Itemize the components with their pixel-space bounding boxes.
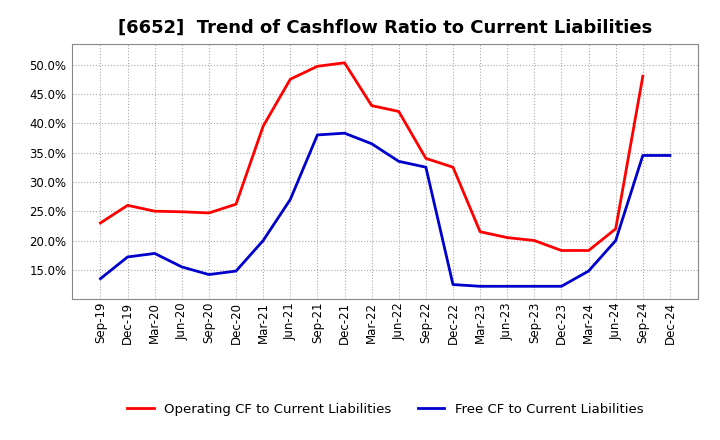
Operating CF to Current Liabilities [530, 238, 539, 243]
Operating CF to Current Liabilities [395, 109, 403, 114]
Free CF to Current Liabilities [123, 254, 132, 260]
Free CF to Current Liabilities [421, 165, 430, 170]
Operating CF to Current Liabilities [178, 209, 186, 214]
Operating CF to Current Liabilities [341, 60, 349, 66]
Free CF to Current Liabilities [286, 197, 294, 202]
Operating CF to Current Liabilities [367, 103, 376, 108]
Title: [6652]  Trend of Cashflow Ratio to Current Liabilities: [6652] Trend of Cashflow Ratio to Curren… [118, 19, 652, 37]
Operating CF to Current Liabilities [123, 203, 132, 208]
Operating CF to Current Liabilities [286, 77, 294, 82]
Free CF to Current Liabilities [503, 284, 511, 289]
Operating CF to Current Liabilities [259, 124, 268, 129]
Free CF to Current Liabilities [96, 276, 105, 281]
Free CF to Current Liabilities [232, 268, 240, 274]
Operating CF to Current Liabilities [96, 220, 105, 226]
Operating CF to Current Liabilities [639, 73, 647, 79]
Free CF to Current Liabilities [449, 282, 457, 287]
Free CF to Current Liabilities [476, 284, 485, 289]
Operating CF to Current Liabilities [449, 165, 457, 170]
Free CF to Current Liabilities [530, 284, 539, 289]
Line: Free CF to Current Liabilities: Free CF to Current Liabilities [101, 133, 670, 286]
Free CF to Current Liabilities [611, 238, 620, 243]
Free CF to Current Liabilities [665, 153, 674, 158]
Free CF to Current Liabilities [395, 159, 403, 164]
Operating CF to Current Liabilities [476, 229, 485, 235]
Free CF to Current Liabilities [639, 153, 647, 158]
Free CF to Current Liabilities [584, 268, 593, 274]
Line: Operating CF to Current Liabilities: Operating CF to Current Liabilities [101, 63, 643, 250]
Operating CF to Current Liabilities [503, 235, 511, 240]
Operating CF to Current Liabilities [150, 209, 159, 214]
Operating CF to Current Liabilities [313, 64, 322, 69]
Free CF to Current Liabilities [367, 141, 376, 147]
Legend: Operating CF to Current Liabilities, Free CF to Current Liabilities: Operating CF to Current Liabilities, Fre… [127, 403, 643, 416]
Free CF to Current Liabilities [313, 132, 322, 138]
Operating CF to Current Liabilities [204, 210, 213, 216]
Operating CF to Current Liabilities [584, 248, 593, 253]
Free CF to Current Liabilities [341, 131, 349, 136]
Free CF to Current Liabilities [150, 251, 159, 256]
Operating CF to Current Liabilities [421, 156, 430, 161]
Free CF to Current Liabilities [204, 272, 213, 277]
Free CF to Current Liabilities [259, 238, 268, 243]
Operating CF to Current Liabilities [557, 248, 566, 253]
Operating CF to Current Liabilities [611, 226, 620, 231]
Free CF to Current Liabilities [557, 284, 566, 289]
Free CF to Current Liabilities [178, 264, 186, 270]
Operating CF to Current Liabilities [232, 202, 240, 207]
